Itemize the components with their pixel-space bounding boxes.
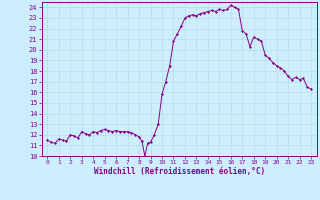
X-axis label: Windchill (Refroidissement éolien,°C): Windchill (Refroidissement éolien,°C) [94, 167, 265, 176]
